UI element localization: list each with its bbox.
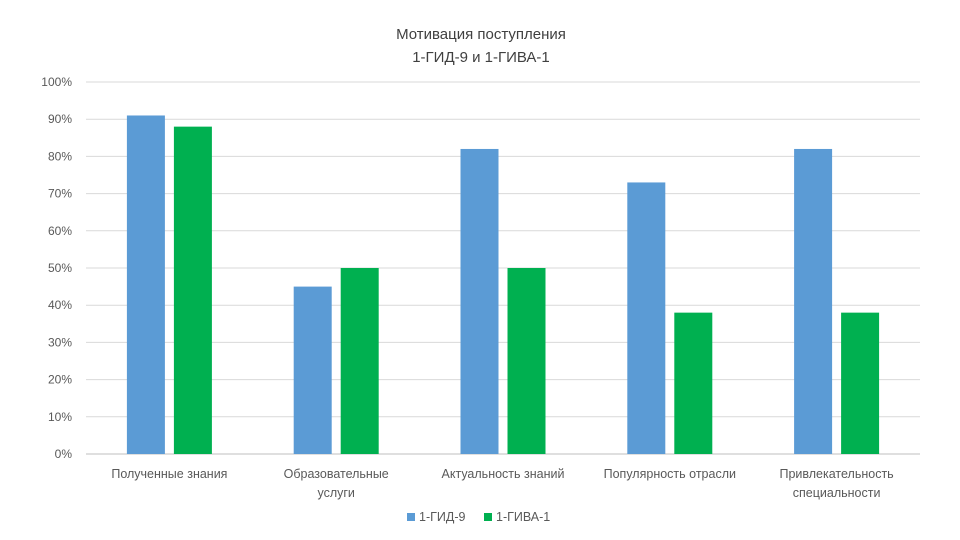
gridlines	[86, 81, 920, 455]
category-label-line: специальности	[793, 486, 881, 500]
chart-title-line-1: Мотивация поступления	[396, 26, 566, 43]
category-label: Образовательные услуги	[284, 467, 389, 500]
legend-label-1: 1-ГИД-9	[419, 510, 465, 524]
y-tick-label: 60%	[48, 224, 72, 238]
y-tick-label: 20%	[48, 373, 72, 387]
chart-title: Мотивация поступления 1-ГИД-9 и 1-ГИВА-1	[396, 26, 566, 66]
bar-2-4	[674, 312, 713, 454]
category-label: Актуальность знаний	[442, 467, 565, 481]
bar-2-5	[841, 312, 880, 454]
category-label-line: Привлекательность	[779, 467, 893, 481]
category-label: Популярность отрасли	[604, 467, 736, 481]
y-tick-label: 70%	[48, 187, 72, 201]
bar-2-3	[507, 268, 546, 454]
bars	[126, 115, 880, 454]
y-tick-label: 50%	[48, 261, 72, 275]
category-labels: Полученные знания Образовательные услуги Ак…	[111, 467, 893, 500]
category-label: Привлекательность специальности	[779, 467, 893, 500]
legend-swatch-1	[407, 513, 415, 521]
chart-title-line-2: 1-ГИД-9 и 1-ГИВА-1	[412, 49, 550, 66]
category-label-line: Популярность отрасли	[604, 467, 736, 481]
category-label-line: Актуальность знаний	[442, 467, 565, 481]
legend-label-2: 1-ГИВА-1	[496, 510, 550, 524]
category-label-line: Полученные знания	[111, 467, 227, 481]
bar-2-2	[340, 268, 379, 454]
category-label: Полученные знания	[111, 467, 227, 481]
bar-1-2	[293, 286, 332, 454]
bar-1-4	[627, 182, 666, 454]
bar-2-1	[173, 126, 212, 454]
y-tick-label: 30%	[48, 335, 72, 349]
legend: 1-ГИД-9 1-ГИВА-1	[407, 510, 550, 524]
y-tick-label: 100%	[41, 75, 72, 89]
y-axis-tick-labels: 0% 10% 20% 30% 40% 50% 60% 70% 80% 90% 100%	[41, 75, 72, 461]
y-tick-label: 10%	[48, 410, 72, 424]
y-tick-label: 80%	[48, 149, 72, 163]
y-tick-label: 0%	[55, 447, 73, 461]
y-tick-label: 90%	[48, 112, 72, 126]
bar-1-5	[794, 148, 833, 454]
category-label-line: услуги	[317, 486, 354, 500]
bar-1-1	[126, 115, 165, 454]
legend-swatch-2	[484, 513, 492, 521]
y-tick-label: 40%	[48, 298, 72, 312]
bar-1-3	[460, 148, 499, 454]
category-label-line: Образовательные	[284, 467, 389, 481]
